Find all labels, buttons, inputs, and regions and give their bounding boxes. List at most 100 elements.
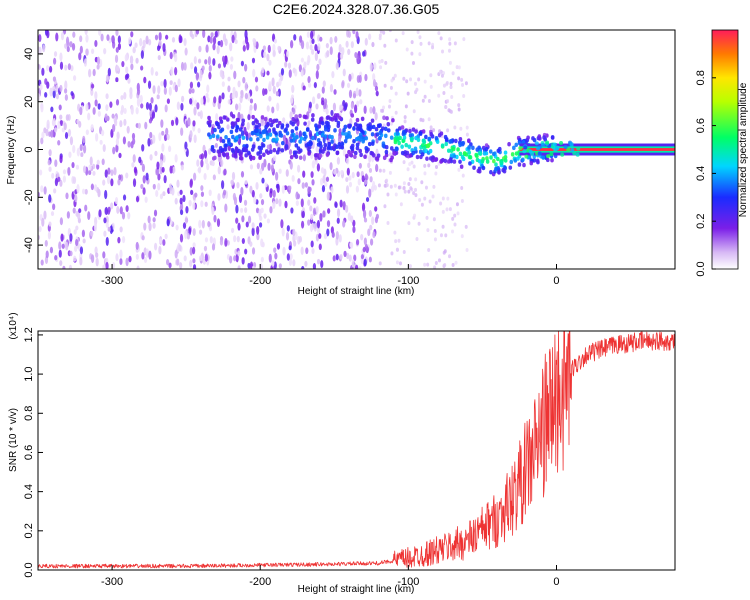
spectrogram-cell xyxy=(272,189,276,198)
spectrogram-cell xyxy=(451,146,456,152)
spectrogram-cell xyxy=(132,47,136,54)
spectrogram-cell xyxy=(51,172,55,179)
spectrogram-cell xyxy=(327,208,331,214)
spectrogram-cell xyxy=(256,233,260,241)
spectrogram-cell xyxy=(302,154,306,162)
spectrogram-cell xyxy=(222,115,227,120)
spectrogram-cell xyxy=(234,39,238,45)
spectrogram-cell xyxy=(322,80,326,87)
spectrogram-cell xyxy=(393,230,397,235)
spectrogram-cell xyxy=(326,220,331,228)
spectrogram-cell xyxy=(233,196,238,206)
spectrogram-cell xyxy=(379,30,383,34)
spectrogram-cell xyxy=(447,159,451,164)
spectrogram-cell xyxy=(420,202,424,207)
spectrogram-cell xyxy=(107,67,111,77)
spectrogram-cell xyxy=(315,127,319,132)
spectrogram-cell xyxy=(113,167,117,176)
spectrogram-cell xyxy=(388,170,392,175)
spectrogram-cell xyxy=(282,246,286,256)
spectrogram-cell xyxy=(429,73,433,78)
spectrogram-cell xyxy=(150,66,154,76)
spectrogram-cell xyxy=(453,222,457,227)
spectrogram-cell xyxy=(358,132,363,137)
spectrogram-cell xyxy=(408,177,412,182)
spectrogram-cell xyxy=(415,154,420,160)
spectrogram-cell xyxy=(75,164,80,170)
spectrogram-cell xyxy=(238,102,242,112)
spectrogram-cell xyxy=(103,230,107,237)
spectrogram-cell xyxy=(244,207,248,213)
spectrogram-cell xyxy=(117,236,121,244)
spectrogram-cell xyxy=(302,170,306,178)
spectrogram-cell xyxy=(343,124,348,130)
spectrogram-cell xyxy=(318,243,322,251)
spectrogram-cell xyxy=(254,76,259,83)
spectrogram-cell xyxy=(221,55,226,63)
spectrogram-cell xyxy=(377,123,382,129)
spectrogram-cell xyxy=(315,145,319,153)
spectrogram-cell xyxy=(197,127,201,134)
spectrogram-cell xyxy=(211,156,216,161)
spectrogram-cell xyxy=(140,103,144,109)
spectrogram-cell xyxy=(205,92,209,98)
spectrogram-cell xyxy=(369,224,373,231)
spectrogram-cell xyxy=(284,145,289,151)
spectrogram-cell xyxy=(44,239,48,247)
spectrogram-cell xyxy=(439,36,443,41)
spectrogram-cell xyxy=(432,217,436,222)
spectrogram-cell xyxy=(192,264,197,269)
spectrogram-cell xyxy=(427,41,431,46)
spectrogram-cell xyxy=(238,194,243,204)
spectrogram-cell xyxy=(211,206,215,216)
spectrogram-cell xyxy=(353,154,357,160)
spectrogram-cell xyxy=(79,246,84,255)
spectrogram-cell xyxy=(84,204,88,212)
spectrogram-cell xyxy=(448,60,452,65)
spectrogram-cell xyxy=(105,222,109,228)
spectrogram-cell xyxy=(155,71,159,77)
spectrogram-cell xyxy=(300,69,304,77)
spectrogram-cell xyxy=(242,45,246,52)
spectrogram-cell xyxy=(420,180,424,185)
spectrogram-cell xyxy=(364,73,368,82)
spectrogram-cell xyxy=(136,88,141,96)
spectrogram-cell xyxy=(94,184,98,192)
spectrogram-cell xyxy=(460,77,464,82)
spectrogram-cell xyxy=(217,166,221,175)
spectrogram-cell xyxy=(221,180,225,190)
spectrogram-cell xyxy=(323,134,328,139)
spectrogram-cell xyxy=(383,43,387,48)
spectrogram-cell xyxy=(421,118,425,123)
spectrogram-cell xyxy=(158,132,162,142)
spectrogram-cell xyxy=(76,147,80,157)
spectrogram-cell xyxy=(438,69,442,74)
spectrogram-cell xyxy=(212,58,216,66)
spectrogram-cell xyxy=(78,52,82,61)
spectrogram-cell xyxy=(155,190,159,197)
spectrogram-cell xyxy=(437,93,441,98)
spectrogram-cell xyxy=(268,253,272,263)
spectrogram-cell xyxy=(559,140,564,145)
spectrogram-cell xyxy=(292,150,297,155)
spectrogram-cell xyxy=(512,145,516,151)
spectrogram-cell xyxy=(423,94,427,99)
spectrogram-cell xyxy=(392,151,396,156)
spectrogram-cell xyxy=(212,36,217,45)
spectrogram-cell xyxy=(339,254,343,260)
spectrogram-cell xyxy=(45,128,49,137)
spectrogram-cell xyxy=(79,35,83,43)
spectrogram-cell xyxy=(38,225,42,233)
spectrogram-cell xyxy=(161,143,165,152)
spectrogram-cell xyxy=(122,194,127,201)
spectrogram-cell xyxy=(213,214,217,223)
spectrogram-cell xyxy=(485,159,490,164)
spectrogram-cell xyxy=(59,84,63,92)
spectrogram-cell xyxy=(275,198,279,205)
spectrogram-cell xyxy=(244,153,248,158)
spectrogram-cell xyxy=(53,51,58,57)
spectrogram-cell xyxy=(41,67,45,76)
spectrogram-cell xyxy=(277,147,281,152)
spectrogram-cell xyxy=(55,84,59,93)
spectrogram-cell xyxy=(154,150,158,157)
